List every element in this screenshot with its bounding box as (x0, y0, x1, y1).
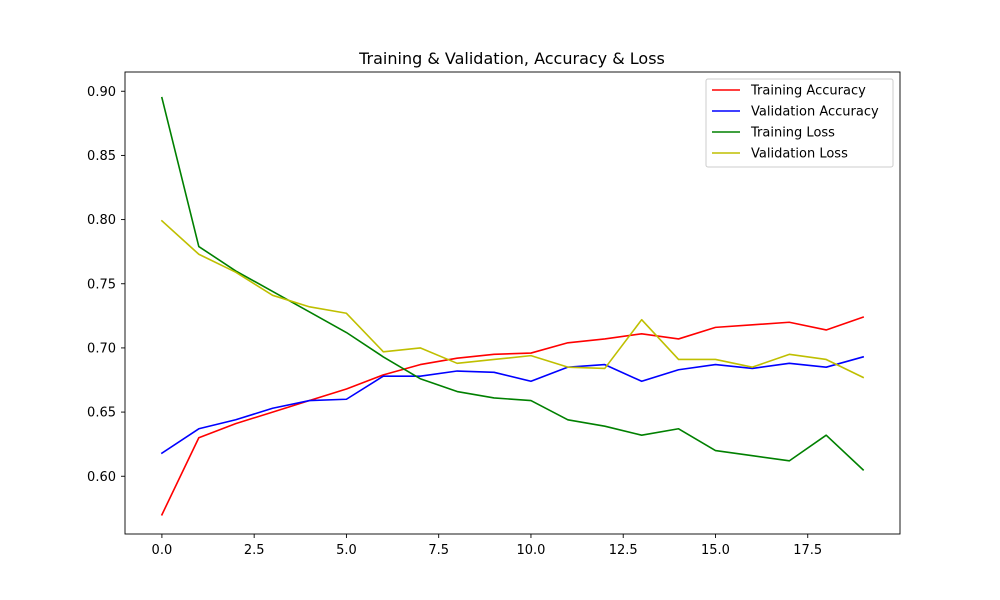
legend: Training Accuracy Validation Accuracy Trai… (705, 78, 894, 168)
y-tick-label: 0.75 (87, 277, 116, 292)
legend-label: Training Loss (750, 126, 835, 141)
x-tick-label: 12.5 (609, 543, 638, 558)
x-tick-label: 0.0 (152, 543, 173, 558)
series-line-training-loss (160, 96, 865, 471)
chart-title: Training & Validation, Accuracy & Loss (358, 49, 665, 68)
y-tick-label: 0.80 (87, 213, 116, 228)
y-tick-label: 0.60 (87, 470, 116, 485)
y-tick-label: 0.65 (87, 406, 116, 421)
x-tick-label: 2.5 (244, 543, 265, 558)
x-tick-label: 17.5 (793, 543, 822, 558)
y-tick-label: 0.70 (87, 341, 116, 356)
series-line-validation-accuracy (160, 355, 865, 455)
legend-label: Training Accuracy (750, 84, 866, 99)
y-tick-label: 0.90 (87, 85, 116, 100)
plot-area: 0.0 2.5 5.0 7.5 10.0 12.5 15.0 17.5 0.60 0.65 0.70… (87, 71, 901, 558)
x-tick-label: 15.0 (701, 543, 730, 558)
legend-label: Validation Accuracy (751, 105, 879, 120)
plot-frame (124, 71, 901, 535)
series-line-training-accuracy (160, 316, 865, 516)
x-tick-label: 7.5 (428, 543, 449, 558)
x-tick-label: 5.0 (336, 543, 357, 558)
legend-label: Validation Loss (751, 147, 848, 162)
legend-box (705, 78, 894, 168)
series-line-validation-loss (160, 219, 865, 379)
x-tick-label: 10.0 (516, 543, 545, 558)
y-tick-label: 0.85 (87, 149, 116, 164)
